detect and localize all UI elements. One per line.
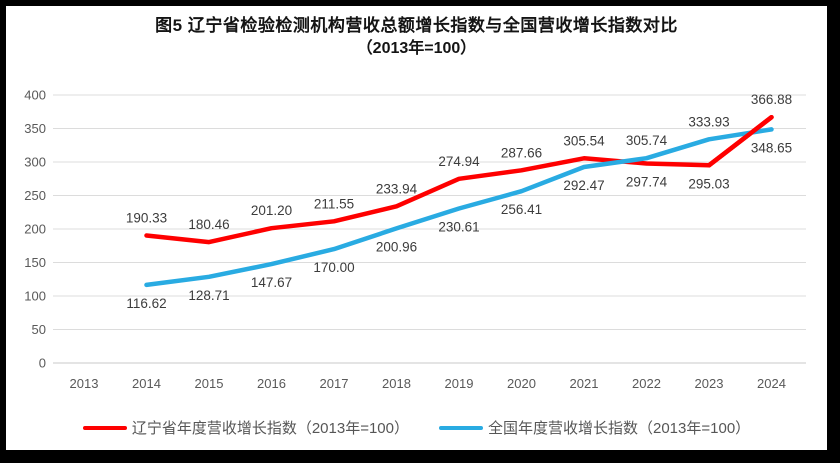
legend-line-swatch-liaoning bbox=[82, 425, 127, 430]
x-tick-label: 2021 bbox=[570, 376, 599, 391]
x-tick-label: 2016 bbox=[257, 376, 286, 391]
x-tick-label: 2022 bbox=[632, 376, 661, 391]
x-tick-label: 2024 bbox=[757, 376, 786, 391]
liaoning-series-line-overlay bbox=[706, 114, 774, 168]
x-axis-tick-labels: 2013 2014 2015 2016 2017 2018 2019 2020 2021 2022… bbox=[70, 376, 786, 391]
data-label: 170.00 bbox=[313, 260, 354, 275]
x-tick-label: 2023 bbox=[695, 376, 724, 391]
x-tick-label: 2018 bbox=[382, 376, 411, 391]
data-label: 295.03 bbox=[688, 176, 729, 191]
data-label: 128.71 bbox=[188, 288, 229, 303]
data-label: 211.55 bbox=[314, 196, 354, 211]
chart-legend: 辽宁省年度营收增长指数（2013年=100） 全国年度营收增长指数（2013年=… bbox=[6, 417, 827, 438]
x-tick-label: 2019 bbox=[445, 376, 474, 391]
legend-item-liaoning: 辽宁省年度营收增长指数（2013年=100） bbox=[82, 417, 409, 438]
y-tick-label: 200 bbox=[24, 222, 46, 237]
legend-item-national: 全国年度营收增长指数（2013年=100） bbox=[439, 417, 750, 438]
y-tick-label: 300 bbox=[24, 155, 46, 170]
data-label: 274.94 bbox=[438, 154, 480, 169]
data-label: 190.33 bbox=[126, 210, 167, 225]
data-label: 116.62 bbox=[126, 296, 166, 311]
y-tick-label: 250 bbox=[24, 188, 46, 203]
data-label: 200.96 bbox=[376, 239, 417, 254]
x-tick-label: 2014 bbox=[132, 376, 161, 391]
chart-title: 图5 辽宁省检验检测机构营收总额增长指数与全国营收增长指数对比 bbox=[155, 16, 678, 35]
data-labels: 116.62 128.71 147.67 170.00 200.96 230.61 256.… bbox=[126, 114, 792, 311]
data-label: 348.65 bbox=[751, 140, 792, 155]
y-tick-label: 0 bbox=[39, 356, 46, 371]
y-tick-label: 100 bbox=[24, 289, 46, 304]
x-tick-label: 2015 bbox=[195, 376, 224, 391]
data-label: 233.94 bbox=[376, 181, 418, 196]
data-label: 333.93 bbox=[688, 114, 729, 129]
gridlines bbox=[53, 94, 806, 364]
liaoning-series-line bbox=[144, 114, 774, 245]
data-label: 180.46 bbox=[188, 217, 229, 232]
data-labels: 190.33 180.46 201.20 211.55 233.94 274.94 287.… bbox=[126, 92, 792, 232]
data-label: 201.20 bbox=[251, 203, 292, 218]
data-label: 305.74 bbox=[626, 133, 668, 148]
data-label: 292.47 bbox=[563, 178, 604, 193]
y-tick-label: 50 bbox=[32, 322, 46, 337]
line-chart: 0 50 100 150 200 250 300 350 400 2013 2014 2015 2016… bbox=[24, 88, 806, 391]
x-tick-label: 2017 bbox=[320, 376, 349, 391]
national-series-line bbox=[144, 127, 774, 288]
y-tick-label: 350 bbox=[24, 121, 46, 136]
y-tick-label: 150 bbox=[24, 255, 46, 270]
y-axis-tick-labels: 0 50 100 150 200 250 300 350 400 bbox=[24, 88, 46, 371]
chart-subtitle: （2013年=100） bbox=[356, 40, 477, 57]
data-label: 230.61 bbox=[438, 219, 479, 234]
data-label: 297.74 bbox=[626, 175, 668, 190]
legend-label-liaoning: 辽宁省年度营收增长指数（2013年=100） bbox=[131, 420, 409, 437]
data-label: 147.67 bbox=[251, 275, 292, 290]
data-label: 287.66 bbox=[501, 145, 542, 160]
y-tick-label: 400 bbox=[24, 88, 46, 103]
data-label: 256.41 bbox=[501, 202, 542, 217]
legend-label-national: 全国年度营收增长指数（2013年=100） bbox=[488, 420, 751, 437]
data-label: 305.54 bbox=[563, 133, 605, 148]
legend-line-swatch-national bbox=[439, 425, 483, 430]
data-label: 366.88 bbox=[751, 92, 792, 107]
chart-title-block: 图5 辽宁省检验检测机构营收总额增长指数与全国营收增长指数对比 （2013年=1… bbox=[6, 14, 827, 60]
x-tick-label: 2013 bbox=[70, 376, 99, 391]
x-tick-label: 2020 bbox=[507, 376, 536, 391]
